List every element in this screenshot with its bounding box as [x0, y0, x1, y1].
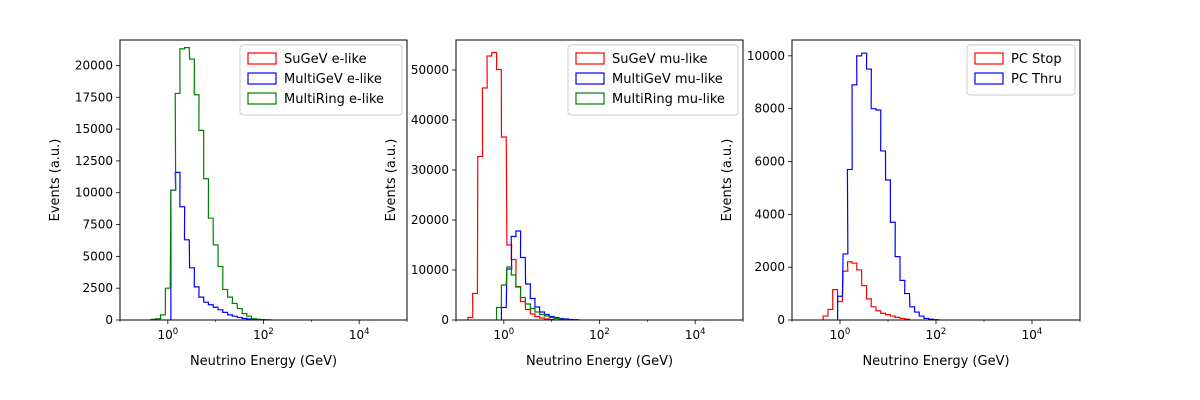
legend-box [239, 44, 403, 116]
series-step-2-1 [467, 51, 555, 321]
legend-box [567, 44, 739, 116]
legend-label: MultiRing e-like [284, 92, 384, 107]
y-tick-label: 0 [777, 313, 785, 327]
x-tick-label: 102 [926, 327, 947, 342]
series-step-3-2 [837, 52, 939, 321]
y-tick-label: 40000 [411, 113, 449, 127]
legend: SuGeV mu-like MultiGeV mu-like MultiRing m… [567, 44, 739, 116]
x-axis-label: Neutrino Energy (GeV) [526, 354, 673, 369]
y-axis-label: Events (a.u.) [48, 139, 63, 222]
chart-panel-3: 100 102 104 0 2000 4000 6000 8000 10000 Neutrino … [720, 39, 1081, 369]
y-tick-label: 30000 [411, 163, 449, 177]
legend-swatch [247, 72, 277, 85]
legend-swatch [247, 52, 277, 65]
y-tick-label: 7500 [82, 218, 113, 232]
legend-label: SuGeV e-like [284, 52, 367, 67]
y-tick-label: 20000 [75, 58, 113, 72]
x-tick-label: 102 [253, 327, 274, 342]
x-tick-label: 100 [493, 327, 514, 342]
legend-swatch [575, 52, 605, 65]
x-tick-label: 100 [157, 327, 178, 342]
y-tick-label: 2500 [82, 281, 113, 295]
legend-box [966, 44, 1076, 96]
series-step-1-2 [170, 171, 272, 321]
x-tick-label: 104 [685, 327, 706, 342]
series-step-3-1 [822, 261, 911, 320]
x-axis-label: Neutrino Energy (GeV) [190, 354, 337, 369]
y-tick-label: 15000 [75, 122, 113, 136]
y-tick-label: 0 [105, 313, 113, 327]
legend-swatch [974, 52, 1004, 65]
y-tick-label: 5000 [82, 249, 113, 263]
y-axis-label: Events (a.u.) [384, 139, 399, 222]
series-step-1-3 [150, 47, 267, 321]
y-tick-label: 10000 [411, 263, 449, 277]
y-tick-label: 8000 [754, 102, 785, 116]
legend-label: PC Thru [1011, 72, 1062, 87]
y-tick-label: 12500 [75, 154, 113, 168]
legend: SuGeV e-like MultiGeV e-like MultiRing e-l… [239, 44, 403, 116]
y-tick-label: 10000 [747, 49, 785, 63]
legend: PC Stop PC Thru [966, 44, 1076, 96]
legend-label: MultiGeV e-like [284, 72, 382, 87]
y-axis-label: Events (a.u.) [720, 139, 735, 222]
x-tick-label: 102 [589, 327, 610, 342]
x-axis-label: Neutrino Energy (GeV) [862, 354, 1009, 369]
x-tick-label: 104 [1022, 327, 1043, 342]
y-tick-label: 10000 [75, 186, 113, 200]
legend-label: SuGeV mu-like [612, 52, 707, 67]
y-tick-label: 0 [441, 313, 449, 327]
legend-label: PC Stop [1011, 52, 1062, 67]
x-tick-label: 104 [349, 327, 370, 342]
legend-swatch [247, 92, 277, 105]
x-tick-label: 100 [830, 327, 851, 342]
legend-swatch [575, 92, 605, 105]
chart-panel-2: 100 102 104 0 10000 20000 30000 40000 50000 Neutr… [384, 39, 744, 369]
legend-label: MultiRing mu-like [612, 92, 725, 107]
y-tick-label: 17500 [75, 90, 113, 104]
series-step-2-3 [495, 266, 574, 321]
y-tick-label: 20000 [411, 213, 449, 227]
y-tick-label: 50000 [411, 63, 449, 77]
y-tick-label: 2000 [754, 260, 785, 274]
chart-panel-1: 100 102 104 0 2500 5000 7500 10000 12500 15000 175… [48, 39, 408, 369]
y-tick-label: 6000 [754, 155, 785, 169]
legend-label: MultiGeV mu-like [612, 72, 723, 87]
legend-swatch [974, 72, 1004, 85]
y-tick-label: 4000 [754, 207, 785, 221]
legend-swatch [575, 72, 605, 85]
